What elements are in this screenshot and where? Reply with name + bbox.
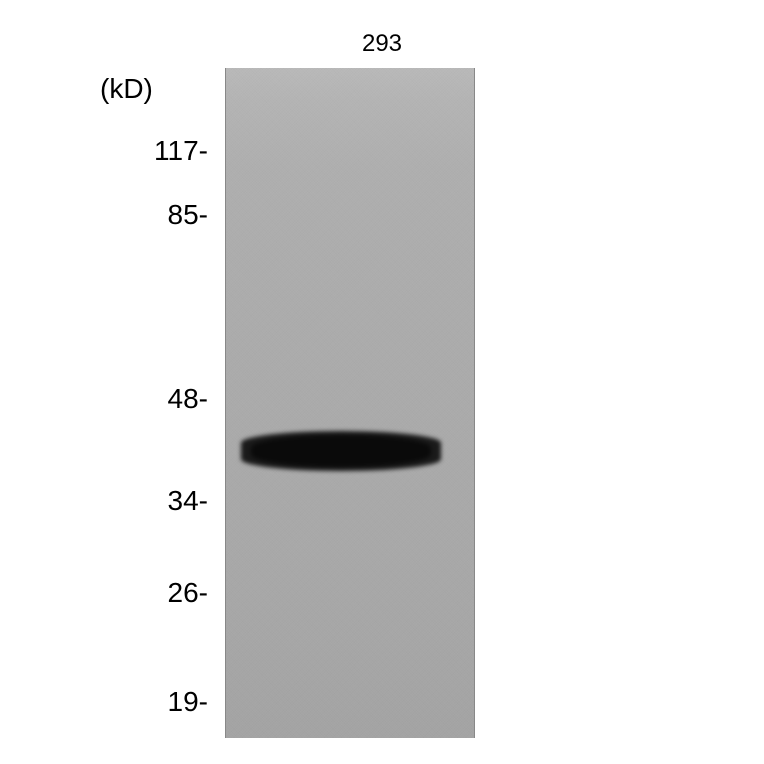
marker-19: 19- <box>108 686 208 718</box>
marker-85: 85- <box>108 199 208 231</box>
marker-26: 26- <box>108 577 208 609</box>
blot-lane <box>225 68 475 738</box>
western-blot-figure: 293 (kD) 117- 85- 48- 34- 26- 19- <box>0 0 764 764</box>
unit-label: (kD) <box>100 73 153 105</box>
marker-117: 117- <box>108 135 208 167</box>
lane-label: 293 <box>362 30 402 58</box>
marker-48: 48- <box>108 383 208 415</box>
protein-band <box>241 431 441 471</box>
marker-34: 34- <box>108 485 208 517</box>
